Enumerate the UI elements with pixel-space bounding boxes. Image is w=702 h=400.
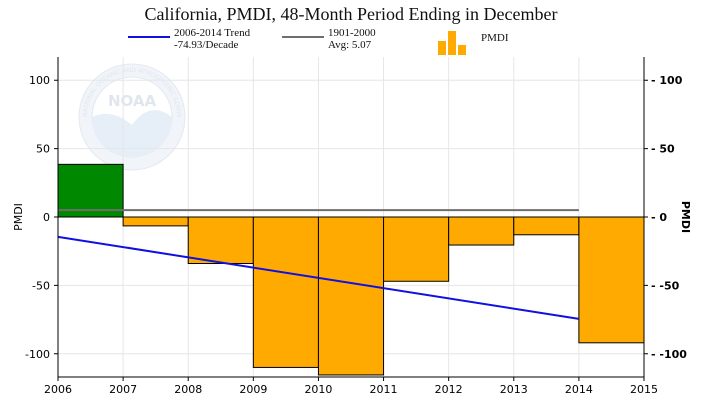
legend-bars-label: PMDI xyxy=(481,32,509,44)
bar-2008 xyxy=(187,216,254,264)
right-tick-label: - -50 xyxy=(651,279,680,292)
x-tick-label: 2010 xyxy=(304,383,332,396)
right-tick-label: - 0 xyxy=(651,211,667,224)
reference-lines xyxy=(57,209,580,320)
x-tick-label: 2011 xyxy=(370,383,398,396)
average-swatch xyxy=(282,36,324,38)
legend-trend-label: 2006-2014 Trend xyxy=(174,27,251,39)
left-tick-label: -100 xyxy=(25,348,50,361)
x-tick-label: 2009 xyxy=(239,383,267,396)
y-axis-title-left: PMDI xyxy=(12,203,25,231)
trend-swatch xyxy=(128,36,170,38)
bar-2009 xyxy=(252,216,319,368)
right-tick-label: - -100 xyxy=(651,348,687,361)
bar-2013 xyxy=(513,216,580,236)
chart-title: California, PMDI, 48-Month Period Ending… xyxy=(144,4,558,24)
right-tick-label: - 100 xyxy=(651,74,683,87)
left-tick-label: -50 xyxy=(32,279,50,292)
left-tick-label: 50 xyxy=(36,143,50,156)
left-tick-label: 0 xyxy=(43,211,50,224)
right-tick-label: - 50 xyxy=(651,143,675,156)
bar-2007 xyxy=(122,216,189,227)
legend-bars: PMDI xyxy=(438,27,538,57)
legend-trend-rate: -74.93/Decade xyxy=(174,39,239,51)
trend-line xyxy=(57,235,580,320)
x-tick-label: 2006 xyxy=(44,383,72,396)
left-tick-label: 100 xyxy=(29,74,50,87)
legend-trend: 2006-2014 Trend -74.93/Decade xyxy=(128,27,268,57)
x-tick-label: 2012 xyxy=(435,383,463,396)
x-tick-label: 2007 xyxy=(109,383,137,396)
x-tick-label: 2008 xyxy=(174,383,202,396)
x-tick-label: 2013 xyxy=(500,383,528,396)
legend-average-value: Avg: 5.07 xyxy=(328,39,372,51)
bar-2011 xyxy=(383,216,450,282)
legend-average-period: 1901-2000 xyxy=(328,27,376,39)
legend-average: 1901-2000 Avg: 5.07 xyxy=(282,27,402,57)
y-axis-title-right: PMDI xyxy=(679,201,692,233)
bar-2010 xyxy=(317,216,385,376)
x-tick-label: 2014 xyxy=(565,383,593,396)
bar-chart-icon xyxy=(438,27,468,55)
bars xyxy=(57,163,645,376)
axes: 100 50 0 -50 -100 - 100 - 50 - 0 - -50 - -100 2006… xyxy=(12,57,692,396)
noaa-logo-text: NOAA xyxy=(108,92,157,110)
bar-2014 xyxy=(578,216,645,344)
bar-2012 xyxy=(448,216,515,246)
noaa-logo-watermark: NOAA NATIONAL OCEANIC AND ATMOSPHERIC AD… xyxy=(0,0,186,171)
x-tick-label: 2015 xyxy=(630,383,658,396)
